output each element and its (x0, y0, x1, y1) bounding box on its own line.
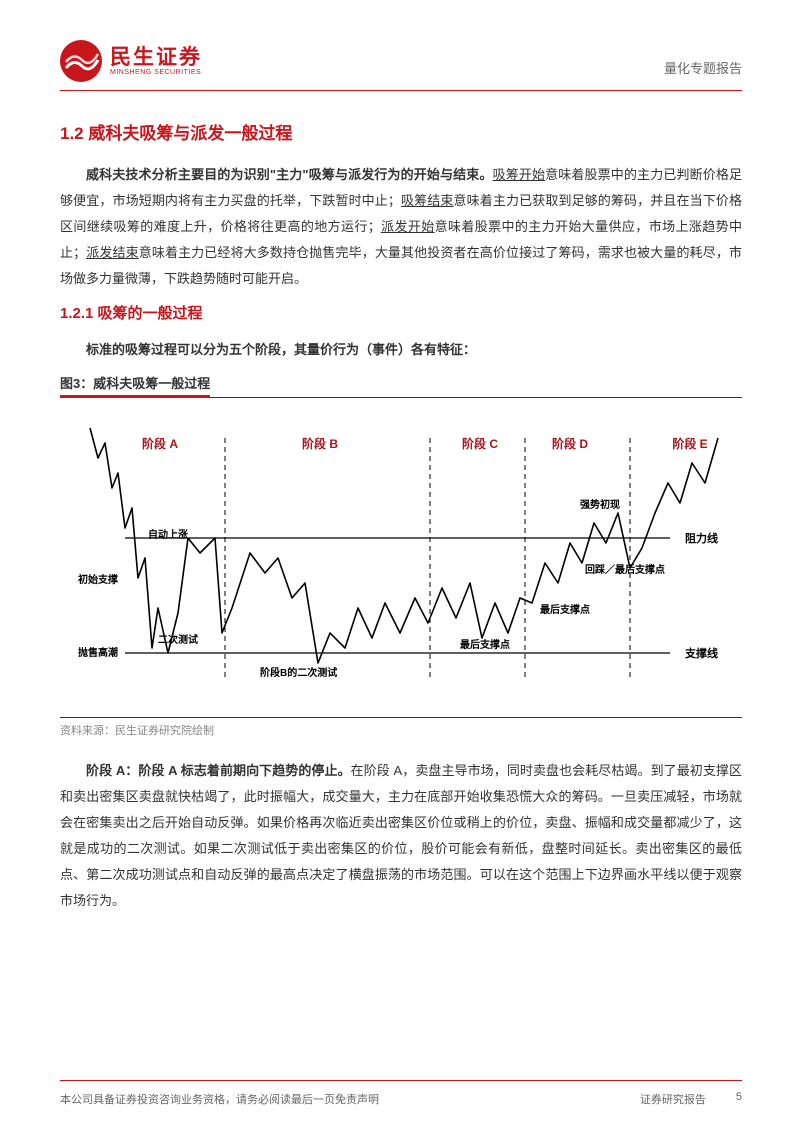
svg-text:阶段 B: 阶段 B (302, 436, 338, 451)
figure3-title: 图3：威科夫吸筹一般过程 (60, 373, 210, 398)
report-type: 量化专题报告 (664, 58, 742, 77)
svg-text:初始支撑: 初始支撑 (78, 573, 118, 586)
svg-text:阶段 D: 阶段 D (552, 436, 588, 451)
section-1-2-heading: 1.2 威科夫吸筹与派发一般过程 (60, 119, 742, 144)
logo-text: 民生证券 MINSHENG SECURITIES (110, 46, 202, 77)
footer-disclaimer: 本公司具备证券投资咨询业务资格，请务必阅读最后一页免责声明 (60, 1091, 379, 1107)
svg-text:回踩／最后支撑点: 回踩／最后支撑点 (585, 563, 665, 576)
footer-page-number: 5 (736, 1091, 742, 1107)
svg-text:最后支撑点: 最后支撑点 (540, 603, 590, 616)
intro-bold: 标准的吸筹过程可以分为五个阶段，其量价行为（事件）各有特征： (86, 342, 476, 357)
logo-icon (60, 40, 102, 82)
para1-u4: 派发结束 (86, 245, 139, 260)
footer-report-label: 证券研究报告 (640, 1091, 706, 1107)
phase-a-para: 阶段 A：阶段 A 标志着前期向下趋势的停止。在阶段 A，卖盘主导市场，同时卖盘… (60, 758, 742, 914)
para1-u2: 吸筹结束 (401, 193, 454, 208)
para1-u1: 吸筹开始 (493, 167, 546, 182)
page-header: 民生证券 MINSHENG SECURITIES 量化专题报告 (60, 40, 742, 82)
section-1-2-1-heading: 1.2.1 吸筹的一般过程 (60, 302, 742, 323)
section-1-2-para1: 威科夫技术分析主要目的为识别"主力"吸筹与派发行为的开始与结束。吸筹开始意味着股… (60, 162, 742, 292)
svg-text:最后支撑点: 最后支撑点 (460, 638, 510, 651)
phase-a-bold: 阶段 A：阶段 A 标志着前期向下趋势的停止。 (86, 763, 351, 778)
svg-text:阶段B的二次测试: 阶段B的二次测试 (260, 666, 337, 679)
header-divider (60, 90, 742, 91)
para1-u3: 派发开始 (381, 219, 435, 234)
svg-text:阶段 E: 阶段 E (672, 436, 707, 451)
logo-block: 民生证券 MINSHENG SECURITIES (60, 40, 202, 82)
svg-text:二次测试: 二次测试 (158, 633, 198, 646)
svg-text:支撑线: 支撑线 (684, 646, 718, 660)
phase-a-rest: 在阶段 A，卖盘主导市场，同时卖盘也会耗尽枯竭。到了最初支撑区和卖出密集区卖盘就… (60, 763, 742, 908)
logo-cn: 民生证券 (110, 46, 202, 69)
footer-divider (60, 1080, 742, 1081)
svg-text:自动上涨: 自动上涨 (148, 528, 188, 541)
svg-text:阶段 A: 阶段 A (142, 436, 178, 451)
svg-text:强势初现: 强势初现 (580, 498, 620, 511)
figure3-container: 阶段 A 阶段 B 阶段 C 阶段 D 阶段 E 阻力线支撑线 初始支撑 自动上涨抛售高潮 二次… (60, 400, 742, 717)
para1-bold: 威科夫技术分析主要目的为识别"主力"吸筹与派发行为的开始与结束。 (86, 167, 493, 182)
svg-text:阶段 C: 阶段 C (462, 436, 498, 451)
figure3-title-row: 图3：威科夫吸筹一般过程 (60, 373, 742, 398)
figure3-source: 资料来源：民生证券研究院绘制 (60, 717, 742, 738)
svg-text:阻力线: 阻力线 (685, 531, 718, 545)
page-footer: 本公司具备证券投资咨询业务资格，请务必阅读最后一页免责声明 证券研究报告 5 (60, 1080, 742, 1107)
section-1-2-1-intro: 标准的吸筹过程可以分为五个阶段，其量价行为（事件）各有特征： (60, 337, 742, 363)
svg-text:抛售高潮: 抛售高潮 (78, 646, 118, 659)
wyckoff-accumulation-chart: 阶段 A 阶段 B 阶段 C 阶段 D 阶段 E 阻力线支撑线 初始支撑 自动上涨抛售高潮 二次… (60, 408, 742, 708)
logo-en: MINSHENG SECURITIES (110, 69, 202, 77)
